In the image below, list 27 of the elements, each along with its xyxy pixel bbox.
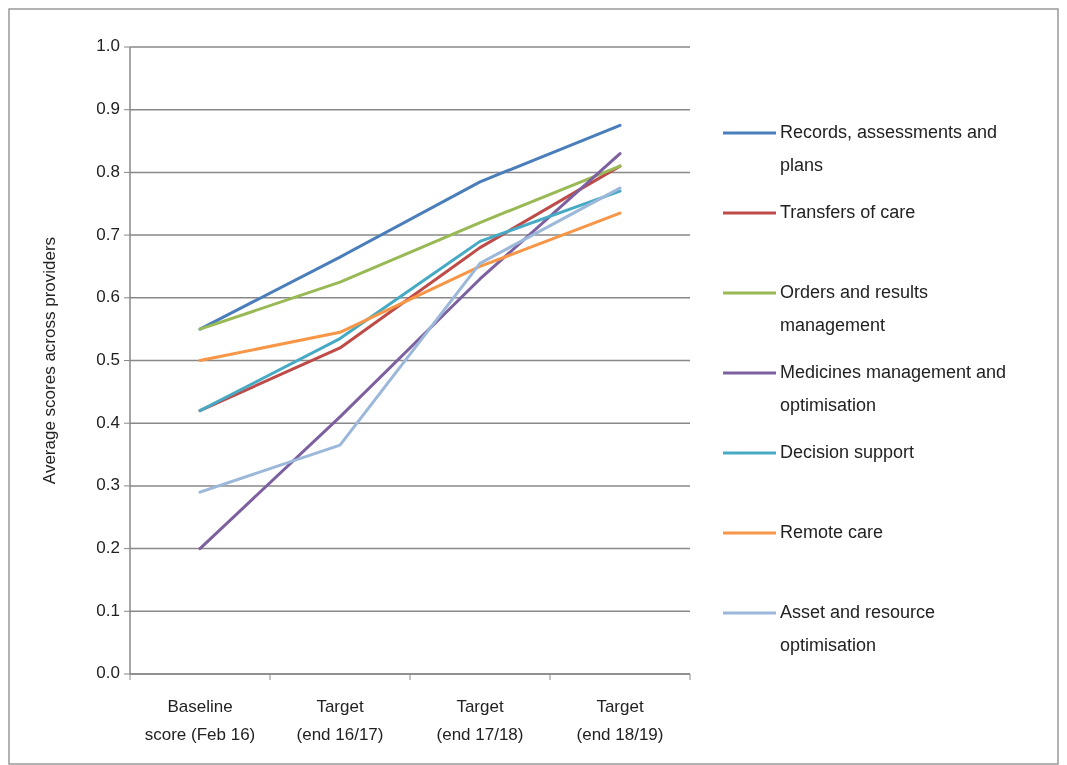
line-series — [198, 164, 622, 331]
y-tick-label: 1.0 — [96, 36, 120, 56]
x-tick-label: Baseline score (Feb 16) — [144, 697, 256, 744]
legend-label: Remote care — [780, 521, 884, 542]
x-tick-label: Target (end 17/18) — [436, 697, 524, 744]
legend-label: Asset and resource optimisation — [780, 601, 936, 655]
y-tick-label: 0.5 — [96, 349, 120, 369]
y-tick-label: 0.9 — [96, 99, 120, 119]
legend-label: Medicines management and optimisation — [780, 361, 1007, 415]
x-tick-label: Target (end 18/19) — [576, 697, 664, 744]
y-axis-title: Average scores across providers — [40, 236, 59, 485]
legend-label: Records, assessments and plans — [780, 121, 998, 175]
y-tick-label: 0.1 — [96, 600, 120, 620]
line-series — [198, 186, 622, 494]
y-tick-label: 0.6 — [96, 287, 120, 307]
legend-label: Orders and results management — [780, 281, 929, 335]
y-tick-label: 0.7 — [96, 224, 120, 244]
y-tick-label: 0.8 — [96, 161, 120, 181]
line-series — [198, 211, 622, 362]
legend-label: Transfers of care — [780, 201, 916, 222]
x-tick-label: Target (end 16/17) — [296, 697, 384, 744]
legend-label: Decision support — [780, 441, 915, 462]
y-tick-label: 0.4 — [96, 412, 120, 432]
y-tick-label: 0.2 — [96, 538, 120, 558]
y-tick-label: 0.0 — [96, 663, 120, 683]
line-series — [198, 152, 622, 551]
y-tick-label: 0.3 — [96, 475, 120, 495]
